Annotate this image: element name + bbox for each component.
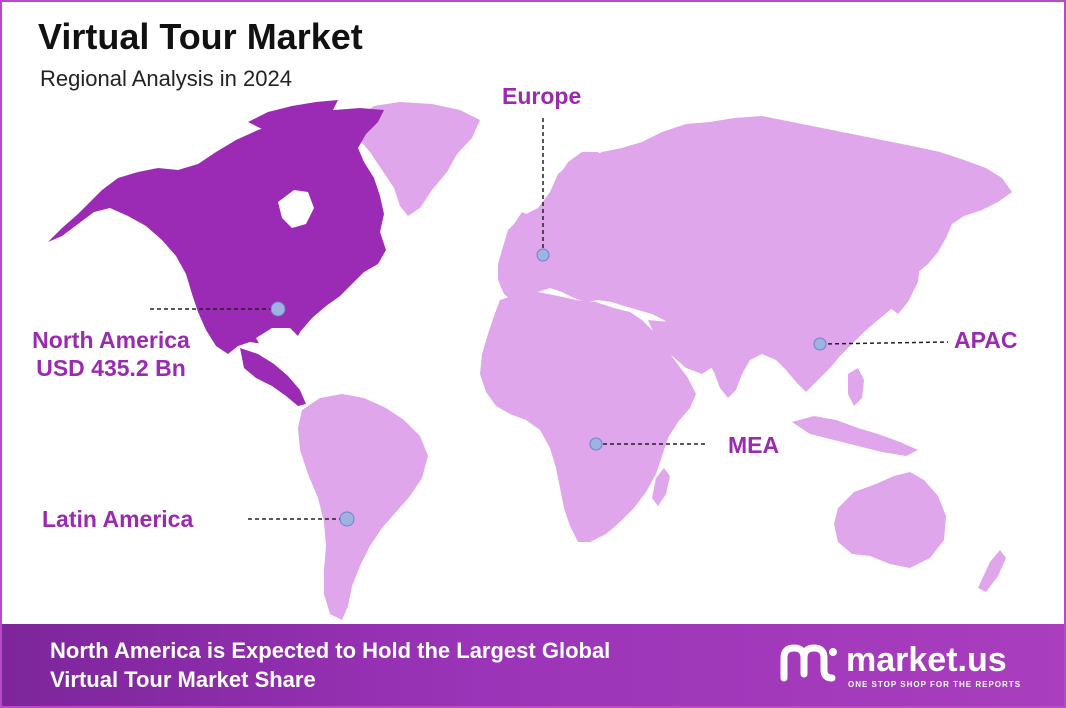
hudson-bay-shape xyxy=(278,190,314,228)
banner-line-1: North America is Expected to Hold the La… xyxy=(50,638,611,663)
market-us-logo-icon xyxy=(780,644,837,682)
philippines-shape xyxy=(848,368,864,406)
banner-line-2: Virtual Tour Market Share xyxy=(50,667,316,692)
europe-marker xyxy=(536,248,550,262)
brand-tagline: ONE STOP SHOP FOR THE REPORTS xyxy=(848,680,1022,689)
page-subtitle: Regional Analysis in 2024 xyxy=(40,66,292,91)
apac-marker xyxy=(813,337,827,351)
eurasia-shape xyxy=(498,116,1012,398)
central-america-shape xyxy=(240,348,306,406)
page-title: Virtual Tour Market xyxy=(38,16,363,57)
latin-america-marker xyxy=(339,511,355,527)
madagascar-shape xyxy=(652,468,670,506)
north-america-marker xyxy=(270,301,286,317)
australia-shape xyxy=(834,472,946,568)
latin-america-label: Latin America xyxy=(42,506,194,532)
footer-banner: North America is Expected to Hold the La… xyxy=(2,624,1064,706)
apac-leader-line xyxy=(820,341,949,345)
mea-label: MEA xyxy=(728,432,780,458)
north-america-label: North America USD 435.2 Bn xyxy=(16,326,206,382)
uk-shape xyxy=(512,212,532,246)
north-america-shape xyxy=(48,108,386,354)
world-map xyxy=(48,100,1012,620)
north-america-name: North America xyxy=(32,327,190,353)
gulf-of-mexico-shape xyxy=(256,328,300,354)
south-america-shape xyxy=(298,394,428,620)
new-zealand-shape xyxy=(978,550,1006,592)
arctic-islands-shape xyxy=(248,100,338,130)
north-america-value: USD 435.2 Bn xyxy=(36,355,186,381)
mea-marker xyxy=(589,437,603,451)
greenland-shape xyxy=(354,102,480,216)
scandinavia-shape xyxy=(554,152,608,224)
arabia-shape xyxy=(648,320,714,374)
banner-text: North America is Expected to Hold the La… xyxy=(50,636,610,694)
sea-islands-shape xyxy=(792,416,918,456)
europe-label: Europe xyxy=(502,83,582,109)
brand-logo: market.us ONE STOP SHOP FOR THE REPORTS xyxy=(780,640,1030,692)
apac-label: APAC xyxy=(954,327,1018,353)
japan-shape xyxy=(890,260,920,314)
brand-name: market.us xyxy=(846,641,1007,679)
africa-shape xyxy=(480,292,696,542)
